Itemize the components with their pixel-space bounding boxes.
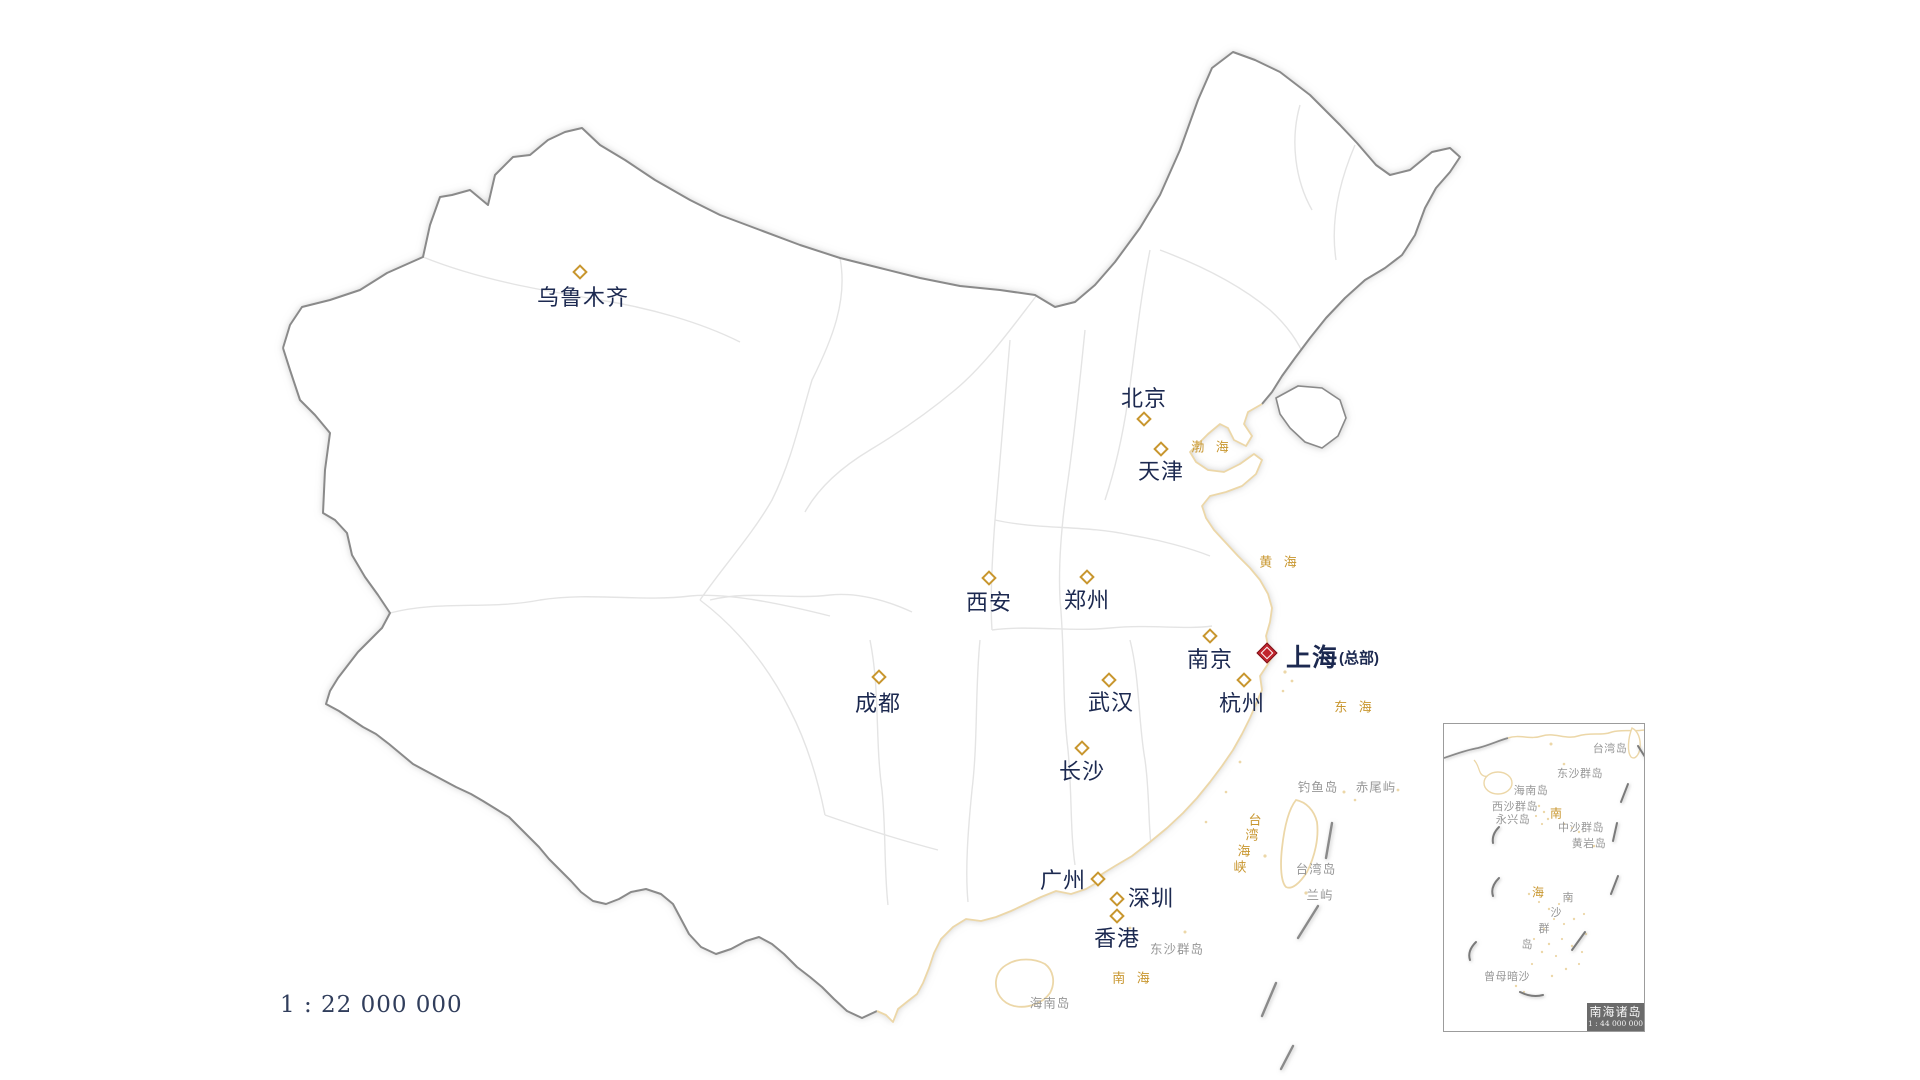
inset-taiwan-island — [1627, 727, 1641, 759]
sea-label-taiwan-strait-4: 峡 — [1233, 859, 1247, 875]
city-label-changsha: 长沙 — [1058, 759, 1106, 784]
city-label-wuhan: 武汉 — [1087, 690, 1135, 715]
sea-label-huanghai: 黄 海 — [1259, 554, 1301, 570]
city-label-beijing: 北京 — [1120, 386, 1168, 411]
inset-label-zhongsha: 中沙群岛 — [1558, 822, 1604, 834]
inset-label-huangyan: 黄岩岛 — [1571, 838, 1607, 850]
inset-label-xisha: 西沙群岛 — [1492, 801, 1538, 813]
inset-coastline — [1507, 729, 1644, 739]
korea-landmass — [1275, 385, 1347, 449]
island-label-chiweiyu: 赤尾屿 — [1355, 780, 1397, 795]
city-label-urumqi: 乌鲁木齐 — [536, 285, 630, 310]
inset-map-svg — [1444, 724, 1644, 997]
inset-nine-dash-line — [1468, 745, 1644, 997]
inset-island-dots — [1514, 742, 1596, 994]
inset-label-nansha-2: 沙 — [1550, 907, 1562, 919]
island-label-lanyu: 兰屿 — [1306, 888, 1334, 903]
inset-title-box: 南海诸岛 1 : 44 000 000 — [1587, 1003, 1644, 1031]
coastline — [876, 403, 1275, 1023]
island-label-taiwandao: 台湾岛 — [1295, 862, 1337, 877]
city-label-nanjing: 南京 — [1186, 647, 1234, 672]
nine-dash-segments-main — [1260, 821, 1334, 1071]
shanghai-hq-suffix: (总部) — [1339, 649, 1380, 667]
shanghai-name: 上海 — [1286, 644, 1339, 672]
province-borders — [389, 104, 1356, 906]
inset-label-hainandao: 海南岛 — [1513, 785, 1549, 797]
hq-marker-inner-ring — [1260, 646, 1274, 660]
south-china-sea-inset: 台湾岛 东沙群岛 海南岛 西沙群岛 永兴岛 南 中沙群岛 黄岩岛 海 南 沙 群… — [1443, 723, 1645, 1032]
island-label-dongsha: 东沙群岛 — [1149, 942, 1205, 957]
city-label-guangzhou: 广州 — [1039, 868, 1087, 893]
inset-label-zengmu: 曾母暗沙 — [1484, 971, 1530, 983]
island-label-diaoyudao: 钓鱼岛 — [1297, 780, 1339, 795]
city-label-chengdu: 成都 — [854, 691, 902, 716]
city-label-zhengzhou: 郑州 — [1063, 588, 1111, 613]
taiwan-island — [1280, 799, 1319, 889]
inset-mainland — [1444, 724, 1644, 760]
sea-label-taiwan-strait-2: 湾 — [1245, 827, 1259, 843]
inset-label-nansha-3: 群 — [1538, 923, 1550, 935]
sea-label-bohai: 渤 海 — [1191, 439, 1233, 455]
inset-label-nansha-4: 岛 — [1521, 939, 1533, 951]
city-label-shanghai: 上海 (总部) — [1286, 638, 1379, 674]
city-label-hongkong: 香港 — [1093, 926, 1141, 951]
national-border-southwest — [282, 347, 878, 1019]
inset-label-dongsha: 东沙群岛 — [1557, 768, 1603, 780]
city-label-hangzhou: 杭州 — [1218, 691, 1266, 716]
island-label-hainandao: 海南岛 — [1029, 996, 1071, 1011]
inset-title: 南海诸岛 — [1589, 1005, 1642, 1019]
sea-label-taiwan-strait-1: 台 — [1248, 812, 1262, 828]
inset-scale: 1 : 44 000 000 — [1587, 1019, 1643, 1028]
inset-sea-label-nan: 南 — [1549, 806, 1563, 821]
city-label-shenzhen: 深圳 — [1127, 886, 1175, 911]
inset-sea-label-hai: 海 — [1531, 885, 1545, 900]
city-label-xian: 西安 — [965, 590, 1013, 615]
inset-hainan-island — [1483, 771, 1513, 795]
inset-label-taiwandao: 台湾岛 — [1592, 743, 1628, 755]
hainan-island — [995, 958, 1055, 1008]
map-scale: 1 : 22 000 000 — [280, 992, 463, 1018]
sea-label-taiwan-strait-3: 海 — [1237, 843, 1251, 859]
sea-label-nanhai: 南 海 — [1112, 970, 1154, 986]
small-islands — [1128, 670, 1400, 934]
inset-mainland-border — [1444, 737, 1509, 759]
inset-label-yongxing: 永兴岛 — [1495, 814, 1531, 826]
national-border-north — [282, 51, 1461, 405]
inset-label-nansha-1: 南 — [1562, 892, 1574, 904]
sea-label-donghai: 东 海 — [1334, 699, 1376, 715]
city-label-tianjin: 天津 — [1137, 459, 1185, 484]
